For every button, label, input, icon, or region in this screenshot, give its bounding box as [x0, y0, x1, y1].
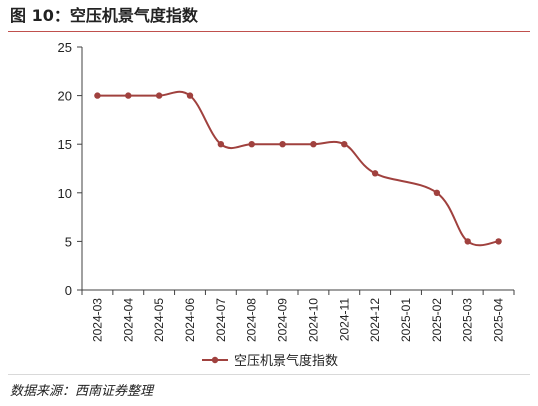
x-tick-label: 2024-12 [368, 298, 382, 342]
x-tick-label: 2024-08 [245, 298, 259, 342]
title-divider [8, 31, 530, 32]
data-point [464, 238, 471, 245]
x-tick-label: 2024-03 [90, 298, 104, 342]
data-point [279, 141, 286, 148]
series-line [97, 90, 499, 247]
y-tick-label: 10 [58, 186, 72, 201]
y-tick-label: 20 [58, 89, 72, 104]
x-tick-label: 2024-05 [152, 298, 166, 342]
x-tick-label: 2024-10 [306, 298, 320, 342]
data-point [495, 238, 502, 245]
x-tick-label: 2024-04 [121, 298, 135, 342]
x-tick-label: 2025-03 [461, 298, 475, 342]
y-tick-label: 25 [58, 40, 72, 55]
y-tick-label: 15 [58, 137, 72, 152]
y-tick-label: 5 [65, 234, 72, 249]
source-note: 数据来源：西南证券整理 [10, 384, 154, 399]
x-tick-label: 2025-04 [492, 298, 506, 342]
source-divider [8, 374, 530, 375]
line-chart: 0 5 10 15 20 25 2024-03 2024-04 2024-05 2024-06 20… [58, 40, 515, 369]
data-point [248, 141, 255, 148]
data-point [155, 92, 163, 99]
data-point [341, 141, 348, 148]
data-point [217, 141, 225, 148]
x-tick-label: 2024-11 [337, 298, 351, 341]
data-point [125, 92, 132, 99]
x-tick-label: 2024-07 [214, 298, 228, 342]
data-point [371, 170, 379, 177]
y-tick-label: 0 [65, 283, 72, 298]
data-point [94, 92, 101, 99]
x-tick-label: 2025-02 [430, 298, 444, 342]
legend-label: 空压机景气度指数 [234, 353, 338, 369]
data-point [186, 92, 194, 99]
legend-marker [211, 356, 219, 364]
data-point [310, 141, 317, 148]
x-tick-label: 2024-09 [276, 298, 290, 342]
x-tick-label: 2025-01 [399, 298, 413, 342]
data-point [433, 189, 441, 196]
x-tick-label: 2024-06 [183, 298, 197, 342]
figure-title: 图 10：空压机景气度指数 [10, 6, 198, 25]
